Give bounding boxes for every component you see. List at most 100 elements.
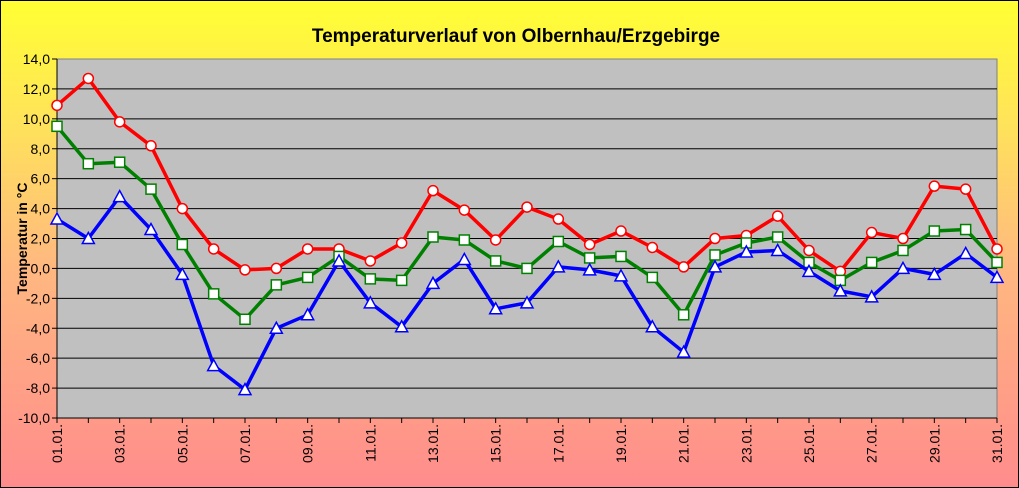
x-tick-label: 19.01. (613, 424, 629, 463)
data-point (206, 358, 221, 372)
data-point (270, 262, 283, 275)
data-point (113, 156, 126, 168)
x-tick-label: 13.01. (425, 424, 441, 463)
data-point (269, 320, 284, 334)
data-point (928, 180, 941, 192)
series-layer (49, 72, 1005, 396)
x-tick-label: 17.01. (550, 424, 566, 463)
data-point (489, 234, 502, 246)
data-point (927, 266, 942, 281)
data-point (458, 234, 471, 246)
data-point (771, 231, 784, 243)
data-point (300, 307, 315, 321)
data-point (521, 201, 533, 213)
y-tick-label: 2,0 (31, 231, 51, 247)
data-point (991, 256, 1003, 269)
data-point (425, 275, 441, 290)
data-point (521, 262, 533, 275)
data-point (770, 242, 785, 257)
data-point (709, 232, 721, 245)
x-tick-label: 01.01. (49, 424, 65, 463)
data-point (646, 241, 659, 254)
data-point (771, 210, 784, 222)
data-point (457, 251, 472, 266)
data-point (51, 99, 63, 112)
data-point (615, 250, 627, 263)
data-point (207, 243, 220, 255)
data-point (833, 283, 848, 297)
data-point (582, 262, 597, 276)
data-point (145, 183, 157, 195)
y-tick-label: 4,0 (31, 201, 51, 217)
data-point (427, 231, 439, 243)
data-point (895, 260, 911, 275)
data-point (709, 249, 721, 261)
data-point (583, 238, 596, 251)
data-point (112, 189, 127, 203)
x-tick-label: 15.01. (488, 424, 504, 463)
data-point (645, 319, 660, 333)
data-point (959, 183, 972, 195)
data-point (615, 225, 627, 237)
data-point (301, 271, 314, 284)
y-tick-label: 10,0 (23, 111, 50, 127)
chart-title: Temperaturverlauf von Olbernhau/Erzgebir… (312, 26, 720, 47)
data-point (364, 273, 377, 285)
data-point (207, 288, 220, 300)
y-tick-label: -8,0 (26, 380, 50, 396)
y-tick-label: -10,0 (18, 410, 50, 426)
x-tick-label: 21.01. (676, 424, 692, 463)
data-point (959, 223, 972, 236)
data-point (394, 319, 409, 333)
data-point (897, 244, 909, 257)
series-1 (51, 72, 1003, 278)
x-tick-label: 25.01. (801, 424, 817, 463)
y-tick-label: 14,0 (23, 51, 50, 67)
data-point (176, 238, 189, 251)
data-point (707, 259, 723, 273)
data-point (51, 120, 63, 133)
y-tick-label: 12,0 (23, 81, 50, 97)
x-axis-ticks: 01.01. 03.01. 05.01. 07.01. 09.01. 11.01. 13.0… (49, 418, 1005, 463)
data-point (364, 255, 377, 267)
data-point (395, 274, 408, 287)
data-point (175, 266, 190, 281)
series-2 (51, 120, 1003, 326)
data-point (331, 253, 347, 267)
data-point (989, 269, 1005, 284)
data-point (552, 235, 565, 248)
data-point (613, 268, 629, 282)
data-point (363, 295, 378, 309)
data-point (82, 72, 95, 85)
data-point (864, 289, 879, 303)
x-tick-label: 03.01. (112, 424, 128, 463)
y-tick-label: -2,0 (26, 290, 50, 306)
data-point (489, 255, 502, 267)
data-point (552, 213, 565, 225)
data-point (583, 252, 596, 264)
data-point (646, 271, 659, 284)
data-point (676, 344, 691, 358)
data-point (270, 279, 283, 291)
data-point (427, 184, 439, 197)
y-tick-label: -4,0 (26, 320, 50, 336)
data-point (677, 261, 690, 273)
x-tick-label: 29.01. (926, 424, 942, 463)
data-point (803, 244, 815, 257)
x-tick-label: 11.01. (362, 424, 378, 462)
data-point (551, 259, 566, 273)
data-point (677, 309, 690, 321)
data-point (239, 264, 251, 276)
data-point (237, 382, 253, 396)
data-point (81, 230, 96, 245)
y-tick-label: -6,0 (26, 350, 50, 366)
data-point (865, 226, 878, 239)
data-point (113, 116, 126, 128)
x-tick-label: 09.01. (300, 424, 316, 463)
data-point (519, 295, 535, 309)
data-point (865, 256, 878, 269)
x-tick-label: 07.01. (237, 424, 253, 463)
y-tick-label: 8,0 (31, 141, 51, 157)
